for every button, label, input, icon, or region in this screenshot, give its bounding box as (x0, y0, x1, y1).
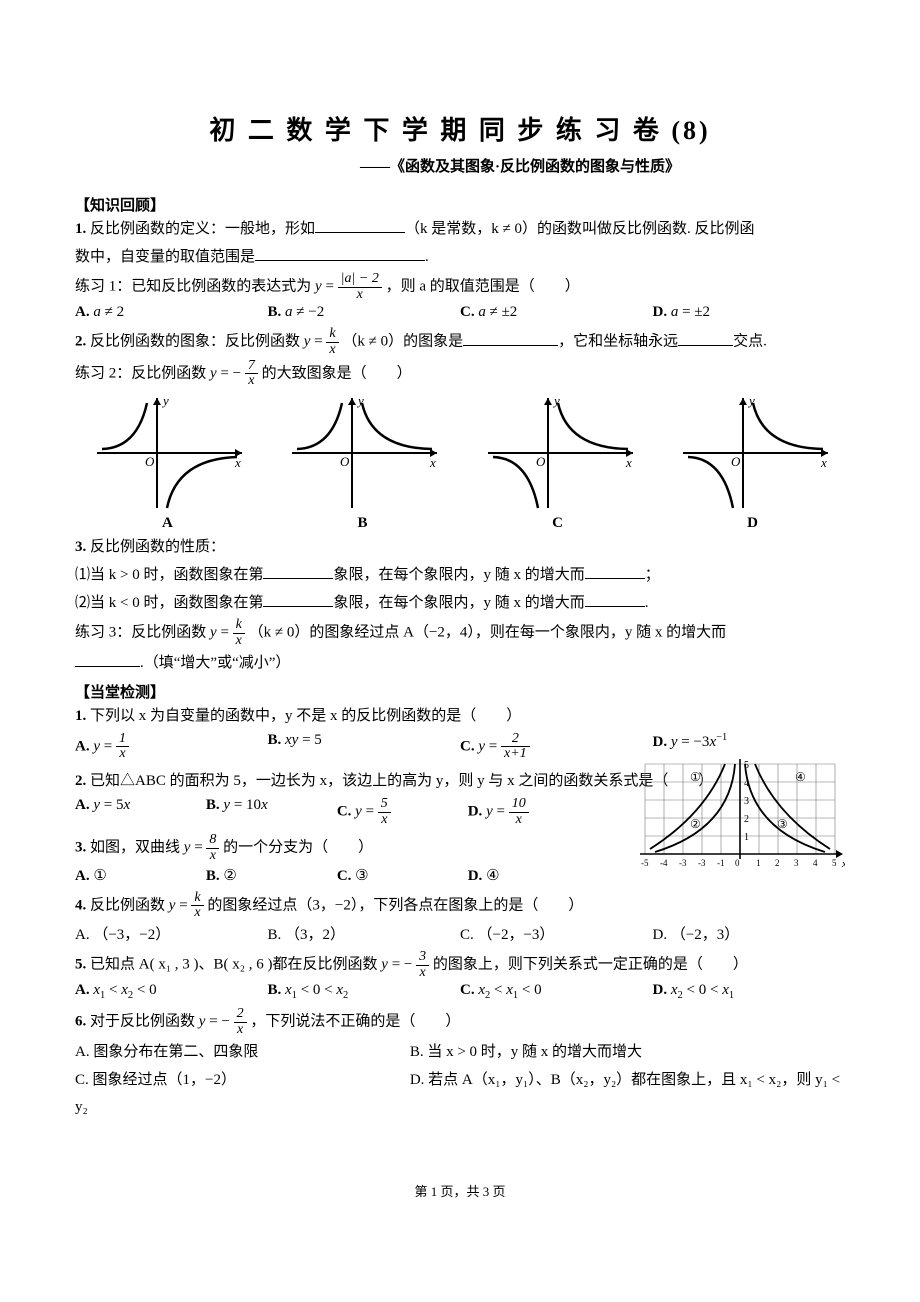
opt-c: C. y = 5x (337, 797, 468, 827)
test-q6-row1: A. 图象分布在第二、四象限 B. 当 x > 0 时，y 随 x 的增大而增大 (75, 1039, 845, 1066)
test-q4: 4. 反比例函数 y = kx 的图象经过点（3，−2），下列各点在图象上的是（… (75, 891, 845, 921)
svg-text:x: x (820, 455, 827, 470)
blank (255, 245, 425, 261)
section-review-header: 【知识回顾】 (75, 194, 845, 215)
test-q4-options: A. （−3，−2） B. （3，2） C. （−2，−3） D. （−2，3） (75, 923, 845, 944)
practice-3-l2: .（填“增大”或“减小”） (75, 650, 845, 677)
opt-d: D. y = 10x (468, 797, 599, 827)
practice-3-l1: 练习 3：反比例函数 y = kx （k ≠ 0）的图象经过点 A（−2，4），… (75, 618, 845, 648)
opt-c: C. x2 < x1 < 0 (460, 982, 653, 1001)
svg-text:-1: -1 (717, 858, 725, 868)
svg-text:②: ② (690, 817, 701, 831)
svg-text:③: ③ (777, 817, 788, 831)
opt-d: D. a = ±2 (653, 304, 846, 321)
svg-text:3: 3 (794, 858, 799, 868)
page-title: 初 二 数 学 下 学 期 同 步 练 习 卷 (8) (75, 110, 845, 147)
blank (315, 217, 405, 233)
opt-a: A. y = 1x (75, 732, 268, 762)
review-q3-heading: 3. 反比例函数的性质： (75, 534, 845, 561)
svg-text:5: 5 (832, 858, 837, 868)
opt-a: A. ① (75, 866, 206, 885)
opt-b: B. 当 x > 0 时，y 随 x 的增大而增大 (410, 1044, 642, 1060)
svg-text:3: 3 (744, 796, 749, 807)
test-q3-options: A. ① B. ② C. ③ D. ④ (75, 866, 599, 885)
graph-a: O x y (87, 393, 247, 513)
svg-text:-4: -4 (660, 858, 668, 868)
svg-text:x: x (625, 455, 632, 470)
opt-a: A. 图象分布在第二、四象限 (75, 1039, 406, 1066)
svg-text:x: x (429, 455, 436, 470)
test-q2-options: A. y = 5x B. y = 10x C. y = 5x D. y = 10… (75, 797, 599, 827)
opt-c: C. ③ (337, 866, 468, 885)
svg-text:2: 2 (744, 814, 749, 825)
opt-d: D. （−2，3） (653, 923, 846, 944)
page-footer: 第 1 页，共 3 页 (75, 1181, 845, 1200)
practice-1-options: A. a ≠ 2 B. a ≠ −2 C. a ≠ ±2 D. a = ±2 (75, 304, 845, 321)
graph-b: O x y (282, 393, 442, 513)
opt-c: C. 图象经过点（1，−2） (75, 1067, 406, 1094)
opt-b: B. a ≠ −2 (268, 304, 461, 321)
practice-1: 练习 1：已知反比例函数的表达式为 y = |a| − 2x ，则 a 的取值范… (75, 272, 845, 302)
q3-grid-figure: x 5 4 3 2 1 -5-4 -3-3 -10 12 34 5 (635, 754, 845, 874)
graph-b-label: B (270, 515, 455, 532)
svg-text:O: O (145, 454, 155, 469)
graph-c-label: C (465, 515, 650, 532)
opt-b: B. xy = 5 (268, 732, 461, 762)
graph-c: O x y (478, 393, 638, 513)
practice-2: 练习 2：反比例函数 y = − 7x 的大致图象是（ ） (75, 359, 845, 389)
svg-text:1: 1 (744, 832, 749, 843)
opt-b: B. ② (206, 866, 337, 885)
graph-d: O x y (673, 393, 833, 513)
review-q2: 2. 反比例函数的图象：反比例函数 y = kx （k ≠ 0）的图象是，它和坐… (75, 327, 845, 357)
section-test-header: 【当堂检测】 (75, 681, 845, 702)
svg-text:O: O (536, 454, 546, 469)
svg-text:O: O (340, 454, 350, 469)
test-q6-row2: C. 图象经过点（1，−2） D. 若点 A（x₁，y₁）、B（x₂，y₂）都在… (75, 1067, 845, 1121)
svg-text:④: ④ (795, 770, 806, 784)
graph-a-label: A (75, 515, 260, 532)
test-q5-options: A. x1 < x2 < 0 B. x1 < 0 < x2 C. x2 < x1… (75, 982, 845, 1001)
opt-b: B. y = 10x (206, 797, 337, 827)
review-q3-l2: ⑵当 k < 0 时，函数图象在第象限，在每个象限内，y 随 x 的增大而. (75, 590, 845, 617)
opt-c: C. a ≠ ±2 (460, 304, 653, 321)
svg-text:0: 0 (735, 858, 740, 868)
svg-text:1: 1 (756, 858, 761, 868)
review-q1-line2: 数中，自变量的取值范围是. (75, 244, 845, 271)
opt-a: A. a ≠ 2 (75, 304, 268, 321)
svg-text:-3: -3 (698, 858, 706, 868)
svg-text:①: ① (690, 770, 701, 784)
page-subtitle: ——《函数及其图象·反比例函数的图象与性质》 (75, 155, 845, 176)
opt-d: D. x2 < 0 < x1 (653, 982, 846, 1001)
svg-text:O: O (731, 454, 741, 469)
svg-text:-3: -3 (679, 858, 687, 868)
opt-c: C. y = 2x+1 (460, 732, 653, 762)
svg-text:2: 2 (775, 858, 780, 868)
opt-c: C. （−2，−3） (460, 923, 653, 944)
svg-text:y: y (161, 393, 169, 408)
opt-d: D. ④ (468, 866, 599, 885)
opt-a: A. x1 < x2 < 0 (75, 982, 268, 1001)
practice-2-graphs: O x y A O x y B (75, 393, 845, 532)
opt-a: A. （−3，−2） (75, 923, 268, 944)
test-q1: 1. 下列以 x 为自变量的函数中，y 不是 x 的反比例函数的是（ ） (75, 703, 845, 730)
review-q1-line1: 1. 反比例函数的定义：一般地，形如（k 是常数，k ≠ 0）的函数叫做反比例函… (75, 216, 845, 243)
test-q5: 5. 已知点 A( x₁ , 3 )、B( x₂ , 6 )都在反比例函数 y … (75, 950, 845, 980)
svg-text:x: x (841, 858, 845, 870)
graph-d-label: D (660, 515, 845, 532)
opt-b: B. （3，2） (268, 923, 461, 944)
review-q3-l1: ⑴当 k > 0 时，函数图象在第象限，在每个象限内，y 随 x 的增大而； (75, 562, 845, 589)
test-q6: 6. 对于反比例函数 y = − 2x ，下列说法不正确的是（ ） (75, 1007, 845, 1037)
opt-b: B. x1 < 0 < x2 (268, 982, 461, 1001)
svg-text:4: 4 (813, 858, 818, 868)
svg-text:-5: -5 (641, 858, 649, 868)
opt-a: A. y = 5x (75, 797, 206, 827)
